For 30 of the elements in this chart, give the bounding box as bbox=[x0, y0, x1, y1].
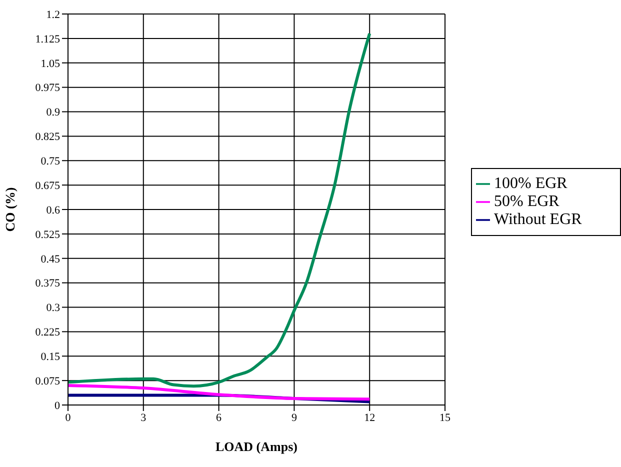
legend-label: 50% EGR bbox=[494, 193, 560, 210]
legend-label: Without EGR bbox=[494, 211, 582, 228]
x-tick-label: 9 bbox=[291, 412, 298, 424]
legend-label: 100% EGR bbox=[494, 175, 568, 192]
y-tick-label: 0.525 bbox=[35, 228, 60, 241]
x-tick-label: 6 bbox=[216, 412, 222, 424]
y-axis-title: CO (%) bbox=[2, 187, 18, 232]
line-series bbox=[68, 32, 372, 388]
y-tick-label: 1.2 bbox=[46, 8, 60, 21]
y-tick-label: 0.675 bbox=[35, 180, 60, 192]
y-tick-label: 1.05 bbox=[40, 58, 60, 70]
y-tick-label: 0.75 bbox=[40, 156, 60, 168]
x-tick-label: 3 bbox=[140, 412, 147, 424]
y-tick-label: 0.45 bbox=[40, 253, 60, 266]
y-tick-label: 0.975 bbox=[35, 82, 60, 94]
y-tick-label: 0.225 bbox=[35, 326, 60, 339]
y-tick-label: 1.125 bbox=[35, 33, 60, 46]
y-tick-label: 0.15 bbox=[40, 351, 60, 364]
y-tick-label: 0.075 bbox=[35, 375, 60, 388]
x-axis-title: LOAD (Amps) bbox=[216, 439, 298, 454]
x-tick-label: 12 bbox=[364, 412, 376, 424]
y-tick-label: 0.375 bbox=[35, 278, 60, 290]
y-tick-label: 0 bbox=[54, 400, 60, 412]
x-tick-label: 15 bbox=[440, 412, 451, 424]
y-tick-label: 0.3 bbox=[46, 302, 60, 314]
y-tick-label: 0.6 bbox=[46, 204, 60, 216]
line-series bbox=[68, 384, 372, 401]
x-tick-label: 0 bbox=[65, 412, 72, 424]
y-tick-label: 0.9 bbox=[46, 106, 60, 119]
y-tick-label: 0.825 bbox=[35, 131, 60, 144]
